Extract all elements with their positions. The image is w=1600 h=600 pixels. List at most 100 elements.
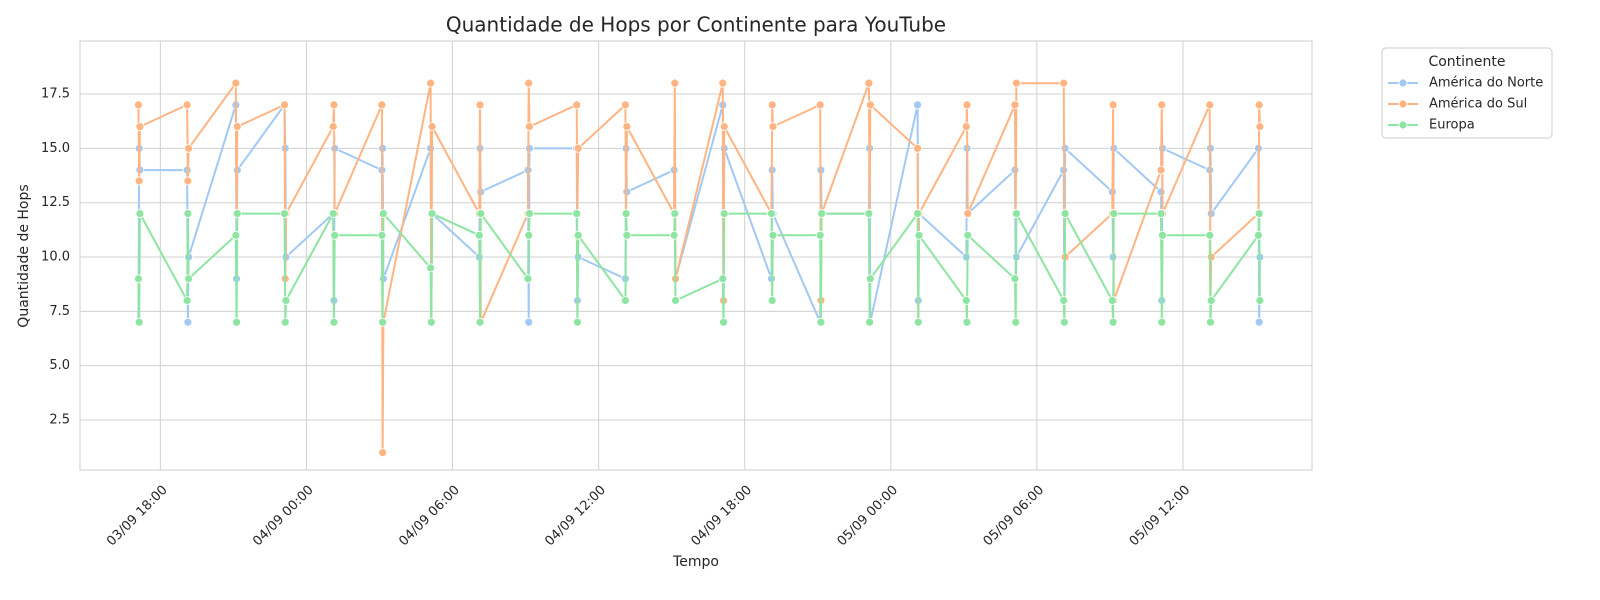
y-tick-label: 12.5 (41, 195, 70, 210)
marker (816, 317, 826, 327)
marker (865, 100, 875, 110)
marker (1156, 209, 1166, 218)
chart-title: Quantidade de Hops por Continente para Y… (446, 13, 946, 37)
marker (572, 209, 582, 218)
marker (182, 100, 192, 110)
marker (719, 209, 729, 218)
marker (378, 209, 388, 218)
marker (1156, 165, 1166, 175)
marker (1108, 317, 1118, 327)
marker (669, 230, 679, 240)
marker (1059, 296, 1069, 305)
marker (476, 209, 486, 218)
marker (718, 78, 728, 88)
marker (231, 78, 241, 88)
marker (962, 317, 972, 327)
legend-label: Europa (1429, 118, 1475, 133)
marker (1254, 209, 1264, 218)
marker (184, 143, 193, 153)
marker (573, 230, 583, 240)
marker (1107, 296, 1117, 305)
marker (815, 100, 825, 110)
marker (767, 209, 776, 218)
marker (1254, 230, 1263, 240)
marker (1158, 230, 1167, 240)
series (134, 78, 1265, 458)
marker (719, 317, 728, 327)
marker (474, 230, 484, 240)
marker (525, 143, 534, 153)
marker (377, 230, 387, 240)
series-line (137, 101, 1261, 323)
marker (182, 296, 192, 305)
legend-title: Continente (1428, 54, 1505, 70)
marker (1109, 209, 1119, 218)
marker (134, 274, 143, 284)
marker (328, 209, 338, 218)
marker (1206, 317, 1215, 327)
marker (1012, 78, 1021, 88)
y-tick-label: 10.0 (41, 250, 70, 265)
marker (622, 122, 632, 132)
marker (620, 296, 630, 305)
plot-area (79, 40, 1313, 471)
legend-marker (1398, 99, 1408, 109)
marker (573, 317, 582, 327)
marker (232, 122, 242, 132)
marker (1206, 252, 1216, 262)
marker (913, 100, 922, 110)
marker (670, 209, 680, 218)
marker (1059, 317, 1069, 327)
marker (1157, 100, 1167, 110)
marker (963, 209, 973, 218)
marker (1059, 78, 1069, 88)
marker (475, 100, 485, 110)
legend-box (1381, 47, 1553, 139)
marker (768, 230, 778, 240)
marker (817, 209, 827, 218)
marker (1254, 317, 1264, 327)
marker (134, 176, 144, 186)
marker (913, 317, 923, 327)
marker (1205, 230, 1215, 240)
marker (1206, 296, 1216, 305)
marker (913, 143, 922, 153)
marker (1206, 209, 1216, 218)
marker (768, 122, 778, 132)
marker (963, 230, 973, 240)
marker (718, 274, 728, 284)
legend-label: América do Norte (1429, 76, 1543, 91)
marker (1255, 122, 1265, 132)
marker (135, 122, 145, 132)
series (134, 209, 1265, 327)
marker (183, 209, 193, 218)
marker (280, 100, 289, 110)
marker (865, 274, 875, 284)
marker (719, 122, 729, 132)
legend: Continente América do Norte América do Su… (1381, 47, 1553, 139)
marker (475, 317, 485, 327)
marker (134, 100, 143, 110)
marker (524, 230, 534, 240)
marker (671, 296, 680, 305)
marker (426, 78, 436, 88)
marker (961, 296, 971, 305)
marker (377, 100, 387, 110)
marker (525, 209, 534, 218)
marker (231, 230, 241, 240)
y-tick-label: 2.5 (49, 413, 70, 428)
y-tick-label: 17.5 (41, 87, 70, 102)
marker (280, 209, 289, 218)
marker (280, 317, 290, 327)
series-line (137, 210, 1261, 323)
marker (426, 263, 436, 273)
marker (864, 78, 874, 88)
marker (620, 100, 630, 110)
marker (135, 209, 145, 218)
marker (427, 122, 437, 132)
marker (767, 100, 777, 110)
marker (378, 448, 388, 458)
marker (1157, 317, 1167, 327)
marker (573, 143, 583, 153)
marker (961, 122, 971, 132)
